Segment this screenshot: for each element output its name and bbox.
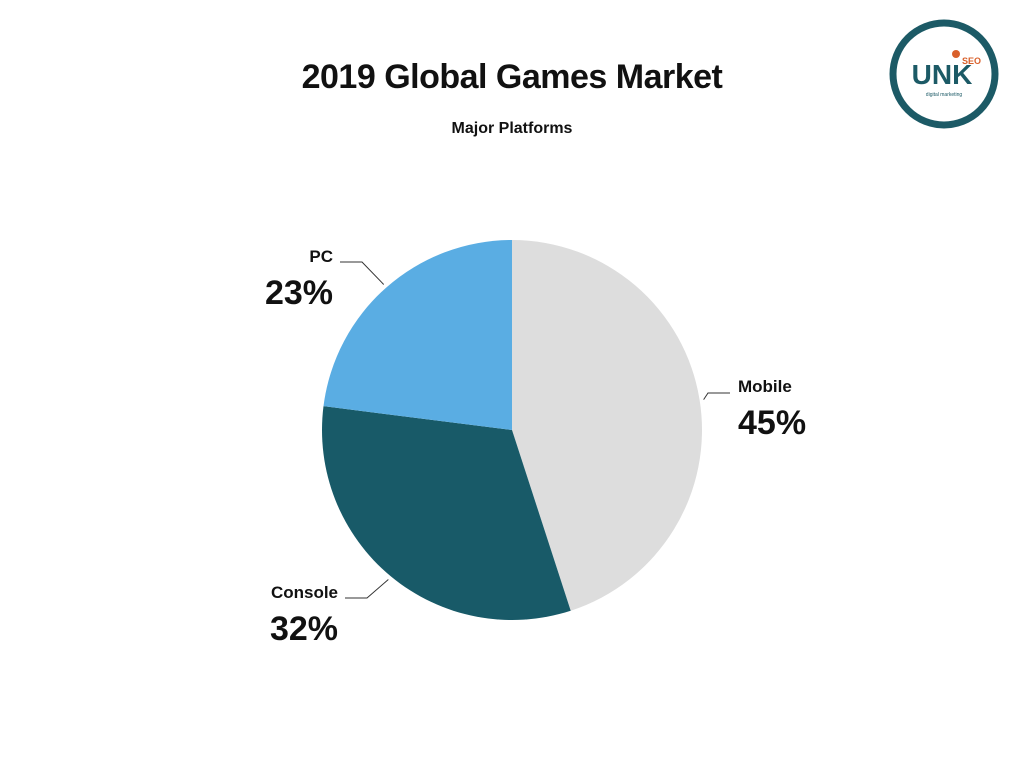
logo-superscript: SEO xyxy=(962,56,981,66)
slice-label-pc: PC xyxy=(309,247,333,266)
pie-slices xyxy=(322,240,702,621)
chart-title: 2019 Global Games Market xyxy=(301,58,723,96)
brand-logo: SEO UNK digital marketing xyxy=(889,19,999,129)
logo-tagline: digital marketing xyxy=(926,92,963,98)
slice-value-pc: 23% xyxy=(265,274,333,312)
pie-labels: Mobile 45% Console 32% PC 23% xyxy=(265,247,806,648)
slice-value-mobile: 45% xyxy=(738,404,806,442)
slice-label-console: Console xyxy=(271,583,338,602)
leader-line-mobile xyxy=(703,392,730,400)
slice-label-mobile: Mobile xyxy=(738,377,792,396)
pie-slice-mobile xyxy=(512,240,702,611)
pie-slice-pc xyxy=(323,240,512,430)
chart-subtitle: Major Platforms xyxy=(451,120,573,137)
logo-mark: UNK xyxy=(912,59,973,90)
logo-dot-icon xyxy=(952,50,960,58)
logo-ring-icon xyxy=(889,19,999,129)
slice-value-console: 32% xyxy=(270,610,338,648)
pie-slice-console xyxy=(322,406,571,621)
leader-line-pc xyxy=(340,261,385,285)
leader-line-console xyxy=(345,579,389,599)
